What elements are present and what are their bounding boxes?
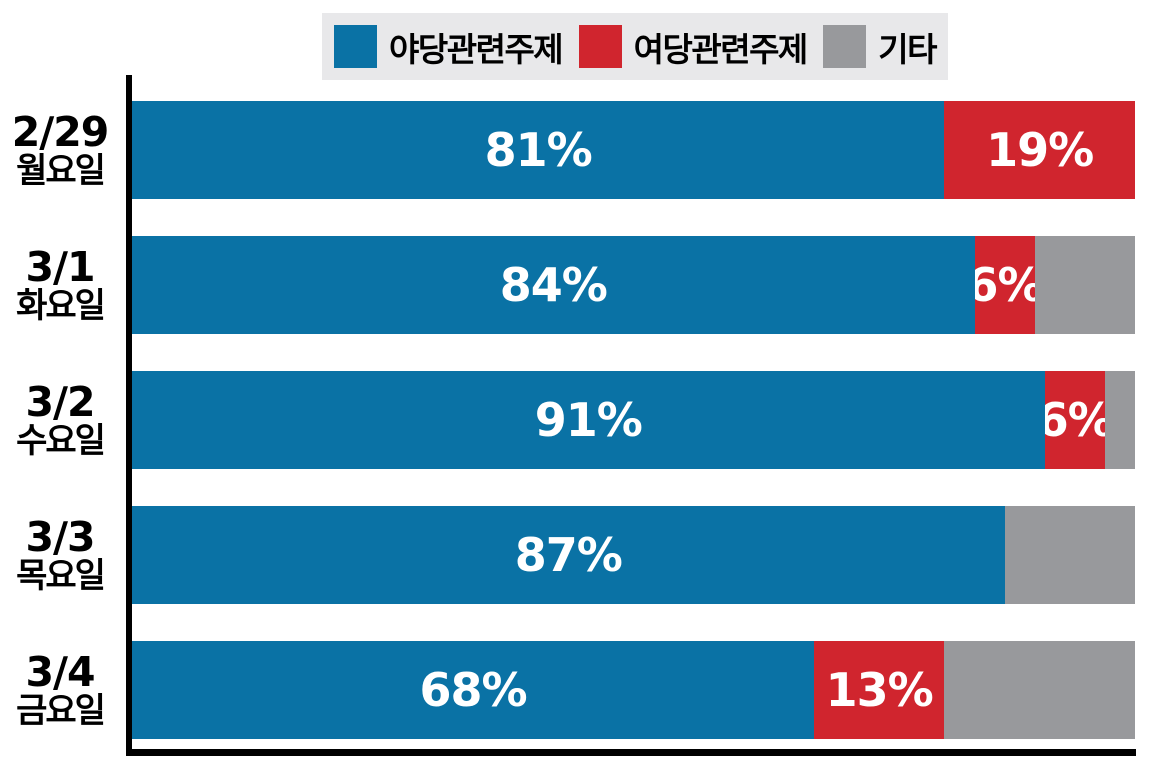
bar-segment-other xyxy=(1004,506,1135,604)
y-axis-label: 2/29 월요일 xyxy=(0,107,120,191)
y-axis-label: 3/1 화요일 xyxy=(0,242,120,326)
category-date: 3/3 xyxy=(25,512,95,561)
bar-row-3-1: 3/1 화요일 84% 6% xyxy=(0,236,1157,334)
y-axis-line xyxy=(126,75,132,756)
bar-segment-other xyxy=(944,641,1135,739)
category-date: 3/2 xyxy=(25,377,95,426)
bar-segment-opposition: 87% xyxy=(132,506,1005,604)
bar-row-3-3: 3/3 목요일 87% xyxy=(0,506,1157,604)
bar-segment-ruling: 19% xyxy=(944,101,1135,199)
category-weekday: 수요일 xyxy=(16,420,106,461)
value-label: 13% xyxy=(825,663,934,717)
bar-row-3-2: 3/2 수요일 91% 6% xyxy=(0,371,1157,469)
bar-row-2-29: 2/29 월요일 81% 19% xyxy=(0,101,1157,199)
legend-item-opposition: 야당관련주제 xyxy=(334,23,564,71)
chart-legend: 야당관련주제 여당관련주제 기타 xyxy=(322,13,948,80)
legend-label-opposition: 야당관련주제 xyxy=(389,29,564,69)
stacked-bar: 87% xyxy=(132,506,1135,604)
value-label: 81% xyxy=(484,123,593,177)
stacked-bar: 81% 19% xyxy=(132,101,1135,199)
category-weekday: 금요일 xyxy=(16,690,106,731)
value-label: 84% xyxy=(499,258,608,312)
value-label: 68% xyxy=(419,663,527,717)
category-weekday: 월요일 xyxy=(16,150,106,191)
bar-chart: 2/29 월요일 81% 19% 3/1 화요일 84% 6% xyxy=(0,101,1157,776)
x-axis-line xyxy=(126,749,1136,756)
value-label: 19% xyxy=(986,123,1094,177)
value-label: 6% xyxy=(1044,393,1105,447)
bar-segment-opposition: 84% xyxy=(132,236,975,334)
y-axis-label: 3/2 수요일 xyxy=(0,377,120,461)
stacked-bar: 91% 6% xyxy=(132,371,1135,469)
bar-segment-opposition: 81% xyxy=(132,101,945,199)
legend-item-other: 기타 xyxy=(823,23,937,71)
legend-label-other: 기타 xyxy=(878,29,937,69)
bar-row-3-4: 3/4 금요일 68% 13% xyxy=(0,641,1157,739)
value-label: 87% xyxy=(514,528,623,582)
category-weekday: 화요일 xyxy=(16,285,106,326)
value-label: 91% xyxy=(534,393,643,447)
legend-swatch-other xyxy=(823,25,867,68)
bar-segment-ruling: 6% xyxy=(974,236,1035,334)
category-date: 3/1 xyxy=(25,242,95,291)
bar-segment-opposition: 91% xyxy=(132,371,1045,469)
legend-item-ruling: 여당관련주제 xyxy=(578,23,809,71)
bar-segment-ruling: 13% xyxy=(814,641,945,739)
bar-segment-opposition: 68% xyxy=(132,641,815,739)
legend-swatch-opposition xyxy=(334,25,377,68)
legend-label-ruling: 여당관련주제 xyxy=(633,29,809,69)
legend-swatch-ruling xyxy=(578,25,622,68)
value-label: 6% xyxy=(974,258,1035,312)
bar-segment-other xyxy=(1104,371,1135,469)
stacked-bar: 84% 6% xyxy=(132,236,1135,334)
y-axis-label: 3/3 목요일 xyxy=(0,512,120,596)
bar-segment-ruling: 6% xyxy=(1044,371,1105,469)
category-weekday: 목요일 xyxy=(16,555,106,596)
category-date: 3/4 xyxy=(25,647,95,696)
category-date: 2/29 xyxy=(11,107,110,156)
bar-segment-other xyxy=(1034,236,1135,334)
y-axis-label: 3/4 금요일 xyxy=(0,647,120,731)
stacked-bar: 68% 13% xyxy=(132,641,1135,739)
